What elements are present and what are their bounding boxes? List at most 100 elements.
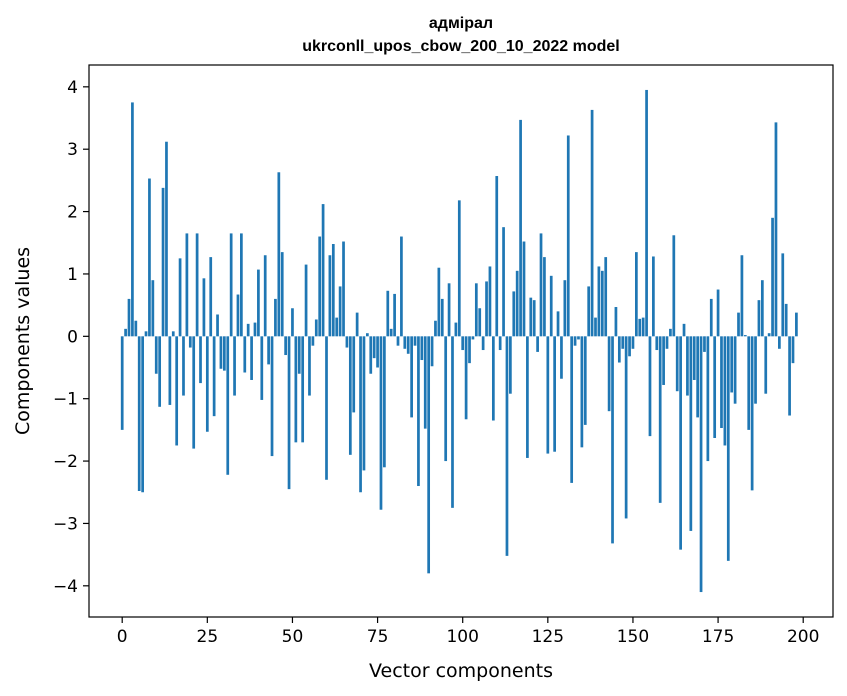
bar [621,336,625,349]
bar [369,336,373,374]
bar [747,336,751,430]
bar [423,336,427,429]
x-tick-label: 175 [702,627,734,647]
bar [604,257,608,337]
bar [454,322,458,337]
bars-group [120,89,798,593]
bar [648,336,652,437]
bar [287,336,291,490]
y-axis-label: Components values [12,247,34,435]
bar [297,336,301,374]
bar [543,257,546,337]
bar [335,317,339,337]
bar [195,233,199,337]
bar [240,233,243,337]
bar [709,298,713,337]
bar [427,336,431,574]
bar [168,336,172,405]
bar [178,258,182,337]
bar [437,267,441,337]
bar [420,336,424,361]
bar [277,172,281,337]
bar [485,281,488,337]
bar [434,320,437,337]
bar [393,293,396,337]
bar [566,135,570,337]
bar [250,336,253,380]
bar [158,336,162,407]
bar [229,233,233,337]
bar [338,286,342,337]
bar [359,336,362,493]
bar [171,331,175,337]
bar [447,283,451,337]
bar [280,252,284,337]
bar [209,257,213,337]
bar [706,336,710,462]
bar [750,336,754,491]
bar [192,336,196,449]
bar [553,336,556,452]
bar [539,233,543,337]
bar [331,244,335,337]
bar [491,336,495,421]
bar [308,336,311,396]
bar [389,328,393,337]
bar [120,336,124,430]
bar [563,280,567,337]
bar [764,336,768,394]
bar [270,336,274,457]
bar [304,264,308,337]
bar [573,336,577,346]
bar [784,303,788,337]
bar [740,255,744,337]
bar [699,336,703,593]
bar [570,336,574,483]
bar [682,323,686,337]
bar [515,270,519,337]
x-tick-label: 150 [617,627,649,647]
y-tick-label: 2 [67,203,78,223]
bar [509,336,512,394]
bar [669,328,672,337]
bar [512,291,516,337]
bar [560,336,563,379]
bar [549,275,553,337]
bar [726,336,730,561]
bar [212,336,216,417]
bar [314,319,318,337]
bar [151,280,155,337]
bar [417,336,420,487]
chart-subtitle: ukrconll_upos_cbow_200_10_2022 model [302,38,619,55]
bar [580,336,584,448]
bar [791,336,795,364]
bar [495,176,499,337]
bar [246,323,250,337]
bar [614,307,618,337]
x-tick-label: 50 [282,627,304,647]
bar [583,336,587,425]
bar [444,336,448,462]
bar [161,187,165,337]
bar [226,336,230,475]
bar [144,331,148,337]
bar [345,336,349,348]
y-tick-label: 1 [67,265,78,285]
bar [577,336,580,340]
bar [202,278,206,337]
bar [318,236,322,337]
bar [737,312,740,337]
bar [457,200,461,337]
bar [611,336,614,544]
bar [154,336,158,374]
bar [451,336,454,508]
bar [474,283,478,337]
bar [284,336,287,356]
bar [641,317,645,337]
bar [478,308,482,337]
y-tick-label: 0 [67,327,78,347]
bar [594,317,597,337]
bar [468,336,471,364]
bar [342,241,345,337]
